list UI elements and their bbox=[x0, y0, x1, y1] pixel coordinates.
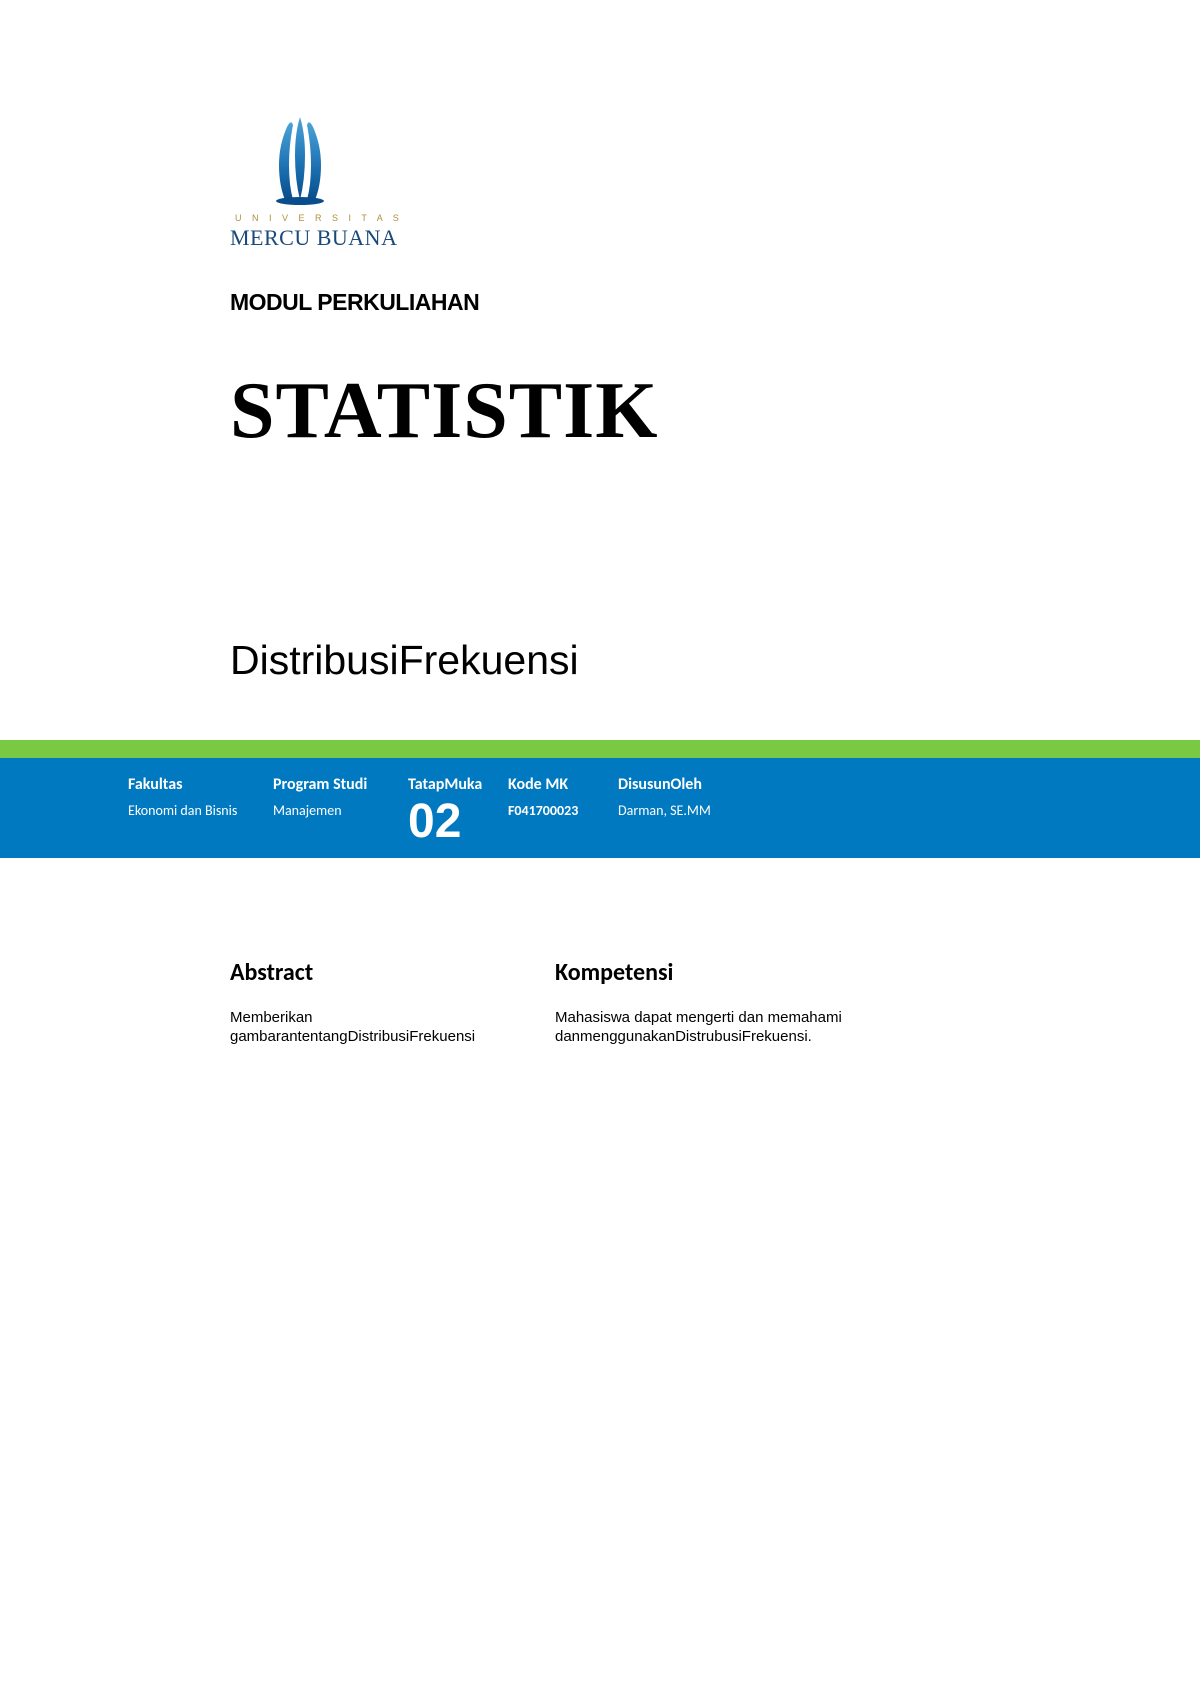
kodemk-value: F041700023 bbox=[508, 802, 618, 819]
accent-bar-green bbox=[0, 740, 1200, 758]
prodi-value: Manajemen bbox=[273, 802, 408, 819]
abstract-text: Memberikan gambarantentangDistribusiFrek… bbox=[230, 1009, 535, 1047]
course-subtitle: DistribusiFrekuensi bbox=[230, 637, 1100, 684]
fakultas-value: Ekonomi dan Bisnis bbox=[128, 802, 273, 819]
university-label-small: U N I V E R S I T A S bbox=[235, 213, 1100, 223]
disusun-value: Darman, SE.MM bbox=[618, 802, 711, 819]
tatapmuka-number: 02 bbox=[408, 798, 508, 846]
info-col-tatapmuka: TatapMuka 02 bbox=[408, 775, 508, 846]
tatapmuka-label: TatapMuka bbox=[408, 775, 508, 794]
kompetensi-block: Kompetensi Mahasiswa dapat mengerti dan … bbox=[555, 958, 860, 1047]
course-title: STATISTIK bbox=[230, 366, 1100, 457]
prodi-label: Program Studi bbox=[273, 775, 408, 794]
info-col-disusun: DisusunOleh Darman, SE.MM bbox=[618, 775, 711, 819]
module-label: MODUL PERKULIAHAN bbox=[230, 289, 1100, 316]
info-col-fakultas: Fakultas Ekonomi dan Bisnis bbox=[128, 775, 273, 819]
flame-icon bbox=[265, 115, 335, 205]
info-col-prodi: Program Studi Manajemen bbox=[273, 775, 408, 819]
info-col-kodemk: Kode MK F041700023 bbox=[508, 775, 618, 819]
university-name: MERCU BUANA bbox=[230, 225, 1100, 251]
info-bar: Fakultas Ekonomi dan Bisnis Program Stud… bbox=[0, 758, 1200, 858]
abstract-heading: Abstract bbox=[230, 958, 535, 987]
kodemk-label: Kode MK bbox=[508, 775, 618, 794]
abstract-block: Abstract Memberikan gambarantentangDistr… bbox=[230, 958, 535, 1047]
kompetensi-heading: Kompetensi bbox=[555, 958, 860, 987]
disusun-label: DisusunOleh bbox=[618, 775, 711, 794]
kompetensi-text: Mahasiswa dapat mengerti dan memahami da… bbox=[555, 1009, 860, 1047]
fakultas-label: Fakultas bbox=[128, 775, 273, 794]
university-logo-block: U N I V E R S I T A S MERCU BUANA bbox=[230, 0, 1100, 251]
